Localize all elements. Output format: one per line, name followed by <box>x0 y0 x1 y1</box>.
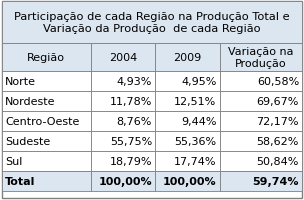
Bar <box>219 131 302 151</box>
Text: Participação de cada Região na Produção Total e
Variação da Produção  de cada Re: Participação de cada Região na Produção … <box>14 12 290 34</box>
Bar <box>2 2 302 44</box>
Text: 55,75%: 55,75% <box>110 136 152 146</box>
Bar <box>91 92 155 111</box>
Text: 4,93%: 4,93% <box>117 77 152 87</box>
Text: 8,76%: 8,76% <box>117 116 152 126</box>
Bar <box>219 44 302 72</box>
Text: 58,62%: 58,62% <box>257 136 299 146</box>
Bar <box>219 92 302 111</box>
Bar <box>91 171 155 191</box>
Text: 11,78%: 11,78% <box>110 97 152 106</box>
Text: 59,74%: 59,74% <box>253 176 299 186</box>
Text: Sudeste: Sudeste <box>5 136 50 146</box>
Text: 17,74%: 17,74% <box>174 156 216 166</box>
Text: 55,36%: 55,36% <box>174 136 216 146</box>
Bar <box>91 111 155 131</box>
Text: 12,51%: 12,51% <box>174 97 216 106</box>
Text: 100,00%: 100,00% <box>163 176 216 186</box>
Bar <box>155 92 219 111</box>
Bar <box>155 44 219 72</box>
Text: 60,58%: 60,58% <box>257 77 299 87</box>
Bar <box>155 72 219 92</box>
Text: Centro-Oeste: Centro-Oeste <box>5 116 79 126</box>
Bar <box>155 171 219 191</box>
Bar <box>155 151 219 171</box>
Text: Total: Total <box>5 176 35 186</box>
Bar <box>91 131 155 151</box>
Text: Norte: Norte <box>5 77 36 87</box>
Bar <box>2 44 91 72</box>
Text: 18,79%: 18,79% <box>109 156 152 166</box>
Text: 72,17%: 72,17% <box>257 116 299 126</box>
Bar <box>2 111 91 131</box>
Text: 2004: 2004 <box>109 53 137 63</box>
Text: 69,67%: 69,67% <box>257 97 299 106</box>
Bar <box>219 151 302 171</box>
Bar <box>219 171 302 191</box>
Text: 50,84%: 50,84% <box>257 156 299 166</box>
Bar <box>91 72 155 92</box>
Bar <box>155 131 219 151</box>
Bar <box>2 151 91 171</box>
Text: Sul: Sul <box>5 156 22 166</box>
Text: 100,00%: 100,00% <box>98 176 152 186</box>
Bar <box>2 92 91 111</box>
Bar <box>91 44 155 72</box>
Bar <box>155 111 219 131</box>
Bar <box>2 171 91 191</box>
Text: Variação na
Produção: Variação na Produção <box>228 47 293 68</box>
Text: Nordeste: Nordeste <box>5 97 56 106</box>
Bar <box>219 72 302 92</box>
Text: 9,44%: 9,44% <box>181 116 216 126</box>
Bar <box>91 151 155 171</box>
Text: 2009: 2009 <box>173 53 201 63</box>
Text: Região: Região <box>27 53 65 63</box>
Text: 4,95%: 4,95% <box>181 77 216 87</box>
Bar <box>2 131 91 151</box>
Bar <box>2 72 91 92</box>
Bar <box>219 111 302 131</box>
